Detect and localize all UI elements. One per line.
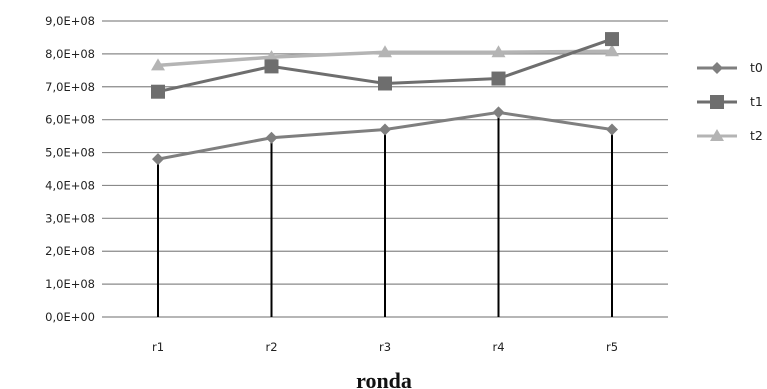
data-point-t1 bbox=[491, 71, 506, 86]
y-tick-label: 0,0E+00 bbox=[45, 310, 95, 324]
y-axis-tick-labels: 0,0E+00 1,0E+08 2,0E+08 3,0E+08 4,0E+08 5,0E+… bbox=[45, 14, 95, 324]
data-point-t1 bbox=[605, 32, 619, 47]
x-axis-title: ronda bbox=[356, 368, 412, 389]
legend-item-t2: t2 bbox=[697, 128, 763, 143]
y-tick-label: 9,0E+08 bbox=[45, 14, 95, 28]
legend-label: t1 bbox=[750, 94, 763, 109]
x-tick-label: r2 bbox=[265, 340, 277, 354]
data-point-t1 bbox=[378, 76, 392, 91]
series-t1 bbox=[151, 32, 619, 99]
data-point-t2 bbox=[378, 45, 392, 58]
data-point-t0 bbox=[152, 153, 164, 166]
y-tick-label: 3,0E+08 bbox=[45, 211, 95, 225]
data-point-t0 bbox=[606, 123, 618, 136]
x-tick-label: r5 bbox=[606, 340, 618, 354]
y-tick-label: 1,0E+08 bbox=[45, 277, 95, 291]
data-point-t0 bbox=[265, 131, 278, 144]
x-tick-label: r4 bbox=[492, 340, 504, 354]
data-point-t2 bbox=[491, 45, 506, 58]
data-point-t0 bbox=[492, 106, 505, 119]
legend: t0 t1 t2 bbox=[697, 60, 763, 143]
legend-swatch-marker bbox=[711, 62, 723, 74]
data-point-t2 bbox=[605, 44, 619, 57]
data-point-t0 bbox=[379, 123, 391, 136]
data-point-t1 bbox=[151, 84, 165, 99]
x-axis-tick-labels: r1 r2 r3 r4 r5 bbox=[152, 340, 618, 354]
series-t0 bbox=[152, 106, 618, 166]
series-layer bbox=[151, 32, 619, 166]
series-t2 bbox=[151, 44, 619, 71]
legend-item-t0: t0 bbox=[697, 60, 763, 75]
y-tick-label: 2,0E+08 bbox=[45, 244, 95, 258]
data-point-t1 bbox=[264, 59, 279, 74]
legend-swatch-marker bbox=[710, 129, 724, 141]
y-tick-label: 7,0E+08 bbox=[45, 80, 95, 94]
data-point-t2 bbox=[264, 50, 279, 63]
x-tick-label: r1 bbox=[152, 340, 164, 354]
y-tick-label: 5,0E+08 bbox=[45, 146, 95, 160]
category-drop-lines bbox=[157, 112, 613, 317]
y-tick-label: 6,0E+08 bbox=[45, 113, 95, 127]
y-tick-label: 8,0E+08 bbox=[45, 47, 95, 61]
legend-label: t0 bbox=[750, 60, 763, 75]
legend-swatch-marker bbox=[710, 95, 724, 109]
data-point-t2 bbox=[151, 58, 165, 71]
x-tick-label: r3 bbox=[379, 340, 391, 354]
legend-label: t2 bbox=[750, 128, 763, 143]
legend-item-t1: t1 bbox=[697, 94, 763, 109]
y-tick-label: 4,0E+08 bbox=[45, 178, 95, 192]
